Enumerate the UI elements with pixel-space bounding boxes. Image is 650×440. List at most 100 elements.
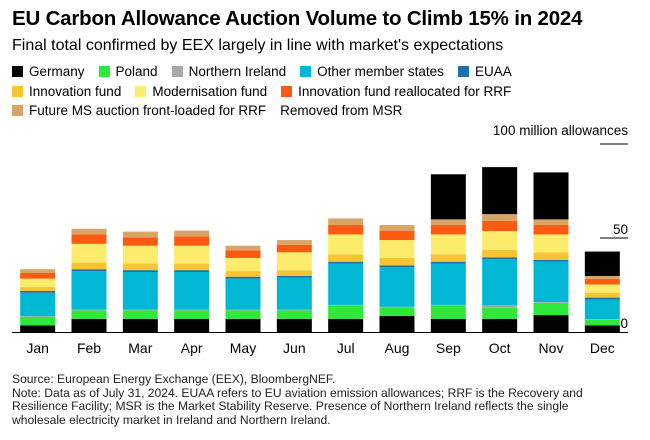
bar-segment-northern-ireland	[71, 309, 107, 311]
legend-item-future-ms-auction: Future MS auction front-loaded for RRF	[12, 101, 266, 121]
bar-segment-innovation-fund-reallocated-for-rrf	[20, 272, 56, 279]
legend-label: Other member states	[317, 64, 444, 79]
x-tick-label: Apr	[181, 340, 203, 356]
bar-segment-poland	[174, 310, 210, 319]
bar-segment-modernisation-fund	[584, 284, 620, 293]
x-tick-label: Oct	[489, 340, 511, 356]
bar-segment-poland	[225, 310, 261, 319]
legend-label: Germany	[29, 64, 85, 79]
bar-segment-germany	[20, 325, 56, 332]
legend-item-poland: Poland	[98, 62, 158, 82]
legend-label: Modernisation fund	[152, 83, 268, 99]
y-tick-label: 0	[620, 316, 628, 331]
bar-segment-germany	[225, 318, 261, 332]
bar-segment-other-member-states	[71, 271, 107, 310]
note-line: Note: Data as of July 31, 2024. EUAA ref…	[12, 385, 583, 400]
legend-swatch	[281, 85, 293, 97]
legend-swatch	[171, 66, 183, 78]
bar-segment-removed-from-msr	[533, 172, 569, 220]
bar-segment-other-member-states	[174, 272, 210, 310]
bar-segment-modernisation-fund	[379, 240, 415, 258]
bar-segment-innovation-fund	[328, 254, 364, 262]
bar-segment-northern-ireland	[430, 304, 466, 306]
x-tick-label: May	[230, 340, 256, 356]
bar-segment-germany	[533, 315, 569, 332]
legend-item-other-member-states: Other member states	[300, 62, 444, 82]
bar-segment-other-member-states	[122, 272, 158, 310]
bar-segment-euaa	[430, 261, 466, 264]
bar-segment-poland	[71, 310, 107, 319]
bar-segment-poland	[20, 316, 56, 326]
bar-segment-innovation-fund-reallocated-for-rrf	[533, 225, 569, 235]
bar-segment-poland	[379, 307, 415, 317]
bar-segment-modernisation-fund	[20, 278, 56, 288]
bar-segment-germany	[328, 318, 364, 332]
bar-segment-modernisation-fund	[225, 257, 261, 272]
bar-segment-innovation-fund-reallocated-for-rrf	[174, 236, 210, 246]
bar-segment-removed-from-msr	[584, 251, 620, 276]
bar-segment-innovation-fund-reallocated-for-rrf	[379, 230, 415, 241]
bar-segment-innovation-fund	[174, 263, 210, 271]
bar-segment-innovation-fund-reallocated-for-rrf	[584, 278, 620, 285]
bar-segment-innovation-fund-reallocated-for-rrf	[328, 225, 364, 235]
x-tick-label: Jan	[26, 340, 49, 356]
legend-label: Future MS auction front-loaded for RRF	[29, 103, 267, 118]
x-tick-label: Sep	[436, 340, 461, 356]
bar-segment-modernisation-fund	[71, 243, 107, 263]
bar-segment-innovation-fund	[276, 270, 312, 276]
bar-segment-other-member-states	[430, 263, 466, 305]
legend-swatch	[457, 66, 469, 78]
bar-segment-poland	[122, 310, 158, 319]
x-tick-label: Nov	[539, 340, 564, 356]
bar-segment-northern-ireland	[482, 305, 518, 308]
bar-segment-future-ms-auction-front-loaded-for-rrf	[430, 219, 466, 226]
bar-segment-euaa	[276, 275, 312, 278]
x-tick-label: Jul	[337, 340, 355, 356]
chart-subtitle: Final total confirmed by EEX largely in …	[12, 37, 504, 54]
bar-segment-euaa	[533, 259, 569, 262]
bar-segment-poland	[328, 305, 364, 319]
legend-item-germany: Germany	[12, 62, 85, 82]
x-tick-label: Dec	[590, 340, 615, 356]
legend-row-1: Germany Poland Northern Ireland Other me…	[12, 62, 572, 82]
bar-segment-other-member-states	[379, 267, 415, 307]
bar-segment-innovation-fund-reallocated-for-rrf	[71, 234, 107, 244]
bar-segment-modernisation-fund	[328, 234, 364, 255]
bar-segment-innovation-fund	[482, 249, 518, 258]
bar-segment-modernisation-fund	[276, 252, 312, 271]
x-tick-label: Aug	[385, 340, 410, 356]
legend-swatch	[12, 85, 23, 97]
bar-segment-future-ms-auction-front-loaded-for-rrf	[276, 240, 312, 245]
bar-segment-euaa	[225, 276, 261, 279]
bar-segment-modernisation-fund	[122, 245, 158, 264]
legend-label: EUAA	[474, 64, 512, 79]
bar-segment-germany	[584, 325, 620, 332]
legend-item-northern-ireland: Northern Ireland	[171, 62, 287, 82]
bar-segment-modernisation-fund	[482, 231, 518, 250]
x-tick-label: Jun	[283, 340, 306, 356]
legend-item-innovation-fund-rrf: Innovation fund reallocated for RRF	[281, 82, 511, 102]
bar-segment-innovation-fund-reallocated-for-rrf	[276, 244, 312, 253]
legend-swatch	[300, 66, 312, 78]
bar-segment-innovation-fund	[584, 292, 620, 298]
bar-segment-future-ms-auction-front-loaded-for-rrf	[20, 269, 56, 273]
bar-segment-other-member-states	[328, 263, 364, 305]
legend-item-modernisation-fund: Modernisation fund	[135, 82, 267, 102]
bar-segment-germany	[174, 318, 210, 332]
bar-segment-poland	[482, 307, 518, 319]
y-axis-unit-label: 100 million allowances	[493, 123, 628, 138]
bar-segment-euaa	[174, 270, 210, 273]
bar-segment-innovation-fund	[225, 271, 261, 277]
legend-label: Northern Ireland	[188, 64, 287, 79]
bar-segment-future-ms-auction-front-loaded-for-rrf	[71, 228, 107, 235]
bar-segment-northern-ireland	[276, 309, 312, 311]
legend-swatch	[12, 66, 23, 78]
source-line: Source: European Energy Exchange (EEX), …	[12, 372, 336, 386]
bar-segment-northern-ireland	[20, 316, 56, 317]
bar-segment-future-ms-auction-front-loaded-for-rrf	[122, 231, 158, 238]
bar-segment-euaa	[20, 290, 56, 293]
bar-segment-future-ms-auction-front-loaded-for-rrf	[328, 218, 364, 226]
bar-segment-removed-from-msr	[482, 167, 518, 215]
legend-row-2: Innovation fund Modernisation fund Innov…	[12, 82, 572, 102]
bar-segment-euaa	[328, 261, 364, 264]
